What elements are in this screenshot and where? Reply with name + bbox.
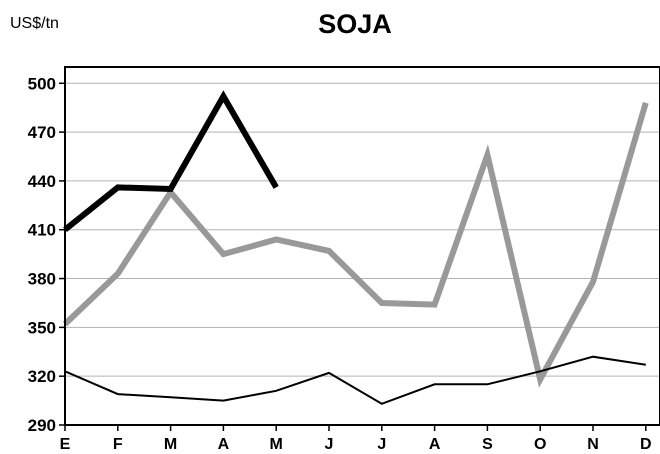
series-line-1 [62, 101, 649, 388]
y-tick-label-320: 320 [28, 367, 56, 386]
y-tick-label-470: 470 [28, 123, 56, 142]
series-lines [62, 90, 649, 405]
y-tick-label-290: 290 [28, 416, 56, 435]
plot-area-border [64, 66, 660, 426]
unit-label: US$/tn [10, 15, 59, 32]
series-line-2 [64, 355, 646, 405]
y-tick-label-500: 500 [28, 74, 56, 93]
x-tick-label-7: A [429, 436, 441, 453]
x-tick-label-4: M [270, 436, 283, 453]
gridlines [65, 82, 660, 426]
y-tick-label-410: 410 [28, 221, 56, 240]
x-tick-label-2: M [164, 436, 177, 453]
x-tick-label-9: O [534, 436, 546, 453]
x-tick-label-8: S [482, 436, 493, 453]
x-tick-label-1: F [113, 436, 123, 453]
y-tick-label-350: 350 [28, 318, 56, 337]
chart-title: SOJA [318, 9, 392, 39]
x-tick-label-6: J [377, 436, 386, 453]
x-tick-label-3: A [218, 436, 230, 453]
series-line-0 [63, 90, 279, 233]
y-axis-ticks: 290 320 350 380 410 440 470 500 [28, 74, 65, 435]
x-tick-label-0: E [60, 436, 71, 453]
x-tick-label-5: J [325, 436, 334, 453]
x-tick-label-11: D [640, 436, 652, 453]
y-tick-label-380: 380 [28, 270, 56, 289]
x-tick-label-10: N [587, 436, 599, 453]
y-tick-label-440: 440 [28, 172, 56, 191]
